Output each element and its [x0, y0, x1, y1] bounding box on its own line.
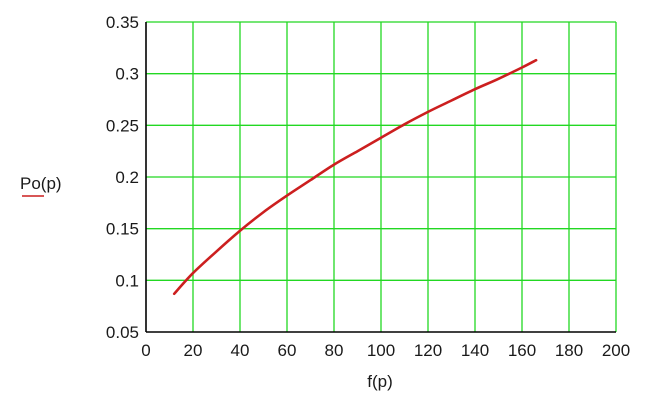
x-tick-label: 80: [325, 341, 344, 360]
y-tick-label: 0.15: [106, 220, 139, 239]
y-tick-label: 0.25: [106, 116, 139, 135]
y-tick-label: 0.2: [115, 168, 139, 187]
y-tick-label: 0.3: [115, 65, 139, 84]
x-tick-label: 0: [141, 341, 150, 360]
x-tick-label: 40: [231, 341, 250, 360]
x-tick-label: 120: [414, 341, 442, 360]
x-tick-label: 140: [461, 341, 489, 360]
series: [172, 58, 538, 296]
y-tick-label: 0.05: [106, 323, 139, 342]
y-tick-label: 0.1: [115, 271, 139, 290]
x-tick-label: 100: [367, 341, 395, 360]
x-tick-label: 60: [278, 341, 297, 360]
series-line: [172, 58, 538, 296]
x-tick-label: 180: [555, 341, 583, 360]
axes: [145, 22, 616, 333]
grid: [146, 21, 617, 332]
y-axis-label: Po(p): [20, 174, 62, 193]
x-tick-label: 20: [184, 341, 203, 360]
x-tick-label: 160: [508, 341, 536, 360]
y-tick-label: 0.35: [106, 13, 139, 32]
x-tick-labels: 0 20 40 60 80 100 120 140 160 180 200: [141, 341, 630, 360]
y-tick-labels: 0.35 0.3 0.25 0.2 0.15 0.1 0.05: [106, 13, 139, 342]
x-tick-label: 200: [602, 341, 630, 360]
x-axis-label: f(p): [367, 372, 393, 391]
